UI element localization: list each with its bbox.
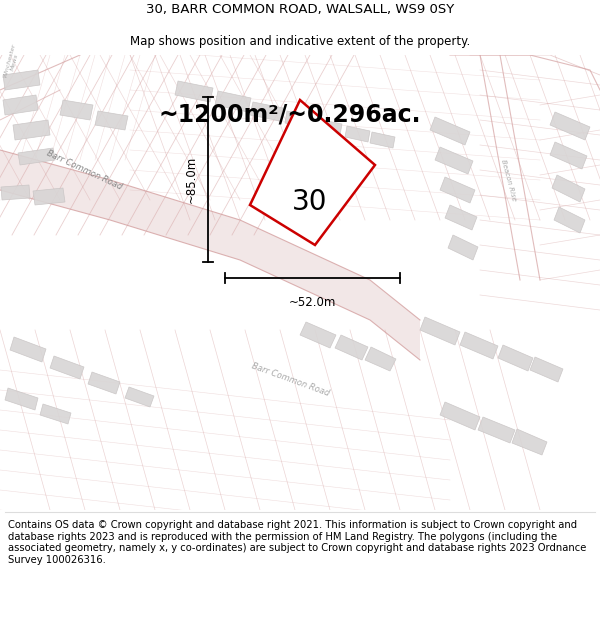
Polygon shape [95, 111, 128, 130]
Text: Winchester
Mews: Winchester Mews [2, 43, 22, 80]
Polygon shape [175, 81, 213, 102]
Polygon shape [250, 102, 283, 121]
Polygon shape [315, 119, 342, 135]
Polygon shape [440, 402, 480, 430]
Polygon shape [5, 388, 38, 410]
Text: Barr Common Road: Barr Common Road [250, 362, 331, 398]
Polygon shape [3, 95, 38, 115]
Polygon shape [550, 142, 587, 169]
Text: ~1200m²/~0.296ac.: ~1200m²/~0.296ac. [159, 103, 421, 127]
Polygon shape [18, 148, 55, 165]
Polygon shape [550, 112, 590, 140]
Polygon shape [300, 322, 336, 348]
Polygon shape [554, 207, 585, 233]
Polygon shape [478, 417, 515, 443]
Polygon shape [10, 337, 46, 362]
Text: ~85.0m: ~85.0m [185, 156, 198, 203]
Polygon shape [60, 100, 93, 120]
Polygon shape [498, 345, 533, 371]
Polygon shape [50, 356, 84, 379]
Text: Barr Common Road: Barr Common Road [45, 149, 124, 191]
Polygon shape [512, 429, 547, 455]
Polygon shape [365, 347, 396, 371]
Polygon shape [215, 91, 251, 112]
Text: 30, BARR COMMON ROAD, WALSALL, WS9 0SY: 30, BARR COMMON ROAD, WALSALL, WS9 0SY [146, 3, 454, 16]
Polygon shape [345, 126, 370, 142]
Polygon shape [33, 188, 65, 205]
Polygon shape [3, 70, 40, 90]
Polygon shape [1, 185, 30, 200]
Text: Beacon Rise: Beacon Rise [500, 159, 517, 201]
Polygon shape [0, 55, 600, 510]
Polygon shape [335, 335, 368, 360]
Polygon shape [0, 150, 420, 360]
Polygon shape [285, 111, 314, 129]
Polygon shape [88, 372, 120, 394]
Polygon shape [370, 132, 395, 148]
Polygon shape [445, 205, 477, 230]
Polygon shape [552, 175, 585, 202]
Polygon shape [448, 235, 478, 260]
Polygon shape [430, 117, 470, 145]
Polygon shape [530, 357, 563, 382]
Polygon shape [435, 147, 473, 174]
Polygon shape [40, 404, 71, 424]
Polygon shape [460, 332, 498, 359]
Polygon shape [125, 387, 154, 407]
Text: Contains OS data © Crown copyright and database right 2021. This information is : Contains OS data © Crown copyright and d… [8, 520, 586, 565]
Text: 30: 30 [292, 188, 328, 216]
Polygon shape [13, 120, 50, 140]
Text: ~52.0m: ~52.0m [289, 296, 336, 309]
Polygon shape [420, 317, 460, 345]
Text: Map shows position and indicative extent of the property.: Map shows position and indicative extent… [130, 35, 470, 48]
Polygon shape [440, 177, 475, 203]
Polygon shape [250, 100, 375, 245]
